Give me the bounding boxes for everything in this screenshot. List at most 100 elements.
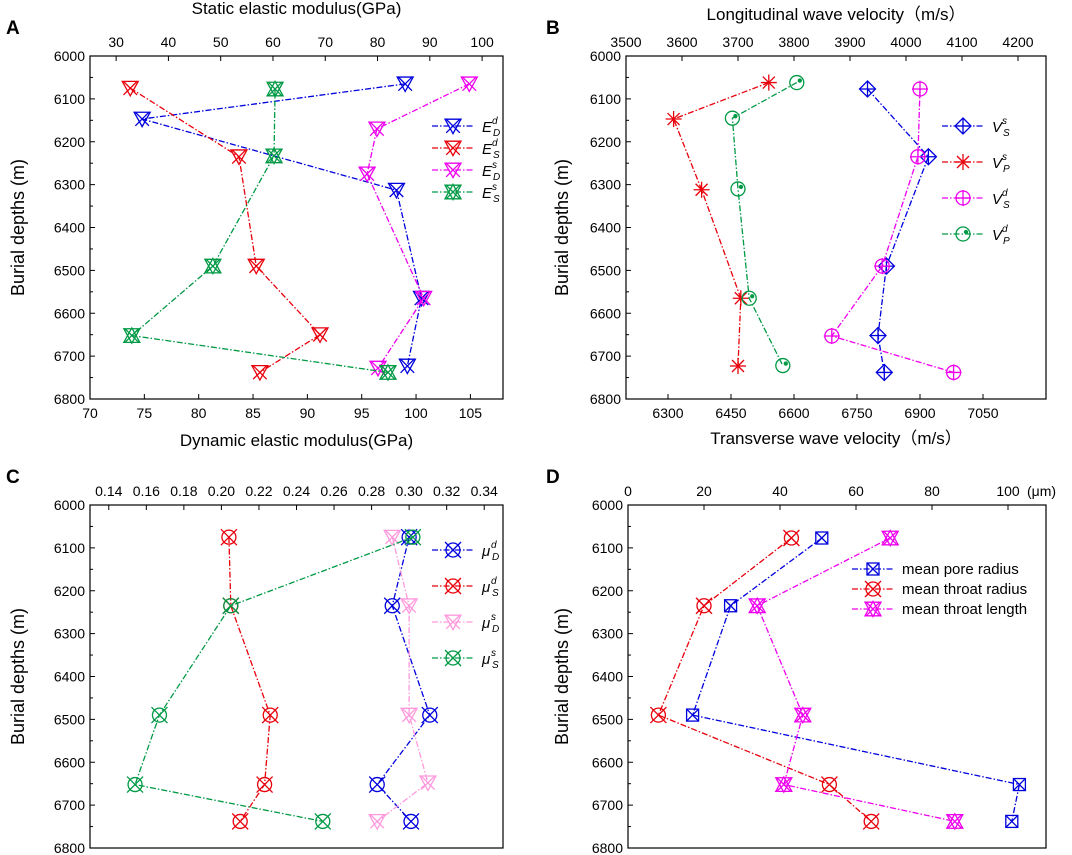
- x-top-tick-label: 0.32: [433, 483, 460, 499]
- x-top-tick-label: 4000: [890, 34, 921, 50]
- data-point: [782, 529, 800, 547]
- y-tick-label: 6200: [590, 134, 621, 150]
- legend-label: mean throat length: [902, 601, 1027, 618]
- legend-marker: [955, 226, 971, 242]
- legend-marker: [443, 162, 463, 179]
- legend-marker: [863, 600, 883, 618]
- data-point: [789, 74, 805, 91]
- data-point: [858, 80, 877, 98]
- data-point: [121, 80, 140, 98]
- x-top-tick-label: 50: [213, 34, 229, 50]
- x-top-tick-label: 3800: [778, 34, 809, 50]
- data-point: [760, 74, 777, 91]
- y-axis-title: Burial depths (m): [8, 608, 28, 745]
- x-top-tick-label: 60: [848, 483, 864, 499]
- x-top-tick-label: 3600: [666, 34, 697, 50]
- y-tick-label: 6400: [592, 669, 623, 685]
- x-top-tick-label: 0.20: [208, 483, 235, 499]
- y-tick-label: 6000: [590, 48, 621, 64]
- x-top-tick-label: 0.18: [170, 483, 197, 499]
- legend-subscript: S: [493, 150, 500, 161]
- legend-symbol: μ: [481, 651, 490, 668]
- x-bottom-tick-label: 6600: [778, 405, 809, 421]
- legend-marker: [866, 562, 880, 576]
- x-top-tick-label: 3900: [834, 34, 865, 50]
- y-tick-label: 6100: [54, 540, 85, 556]
- legend-symbol: E: [482, 119, 493, 136]
- data-point: [126, 776, 144, 794]
- series-0: [685, 531, 1027, 829]
- data-point: [150, 706, 168, 724]
- x-bottom-tick-label: 6300: [652, 405, 683, 421]
- data-point: [387, 182, 406, 200]
- legend-marker: [955, 190, 971, 206]
- legend-symbol: V: [992, 155, 1004, 172]
- x-top-tick-label: 70: [317, 34, 333, 50]
- data-point: [383, 597, 401, 615]
- legend-subscript: S: [492, 588, 499, 599]
- data-point: [383, 529, 402, 547]
- y-tick-label: 6300: [54, 177, 85, 193]
- data-point: [122, 326, 141, 345]
- legend-superscript: d: [492, 138, 498, 149]
- data-point: [775, 357, 791, 374]
- data-point: [793, 706, 812, 725]
- data-point: [912, 81, 928, 98]
- legend: mean pore radius mean throat radius mean t…: [852, 561, 1027, 618]
- data-point: [358, 166, 377, 183]
- x-bottom-tick-label: 80: [191, 405, 207, 421]
- panel-label: B: [546, 18, 560, 39]
- y-axis-title: Burial depths (m): [552, 159, 572, 296]
- y-tick-label: 6100: [590, 91, 621, 107]
- y-tick-label: 6500: [54, 262, 85, 278]
- legend-superscript: s: [491, 612, 496, 623]
- legend: μ dDμ dSμ sDμ sS: [432, 540, 499, 671]
- data-point: [685, 708, 700, 722]
- y-tick-label: 6200: [54, 134, 85, 150]
- legend-label: mean pore radius: [902, 561, 1019, 578]
- series-1: [665, 74, 777, 374]
- legend-marker: [955, 154, 971, 170]
- data-point: [261, 706, 279, 724]
- x-bottom-tick-label: 6450: [715, 405, 746, 421]
- data-point: [222, 597, 240, 615]
- series-line: [129, 87, 322, 373]
- legend-superscript: s: [492, 182, 497, 193]
- data-point: [815, 531, 829, 545]
- legend-symbol: E: [482, 163, 493, 180]
- legend-superscript: d: [1002, 224, 1008, 235]
- legend-superscript: d: [492, 116, 498, 127]
- series-1: [649, 529, 880, 830]
- y-tick-label: 6300: [590, 177, 621, 193]
- data-point: [398, 358, 417, 375]
- legend-symbol: μ: [481, 579, 490, 596]
- x-bottom-tick-label: 7050: [967, 405, 998, 421]
- data-point: [748, 596, 767, 615]
- data-point: [133, 111, 152, 128]
- data-point: [869, 326, 887, 345]
- data-point: [695, 597, 713, 615]
- data-point: [1012, 777, 1027, 792]
- legend-symbol: E: [482, 185, 493, 202]
- panel-a: A 6000 6100 6200 6300 6400 6500 6600 6700 6800 Bur…: [6, 0, 504, 450]
- panel-d: D 6000 6100 6200 6300 6400 6500 6600 6700 6800 Bur…: [546, 467, 1056, 855]
- legend-subscript: S: [1003, 128, 1010, 139]
- x-top-tick-label: 3700: [722, 34, 753, 50]
- y-tick-label: 6400: [54, 220, 85, 236]
- x-top-tick-label: 0.28: [358, 483, 385, 499]
- legend-marker: [443, 183, 463, 201]
- data-point: [400, 528, 418, 546]
- series-line: [731, 82, 798, 366]
- y-tick-label: 6500: [592, 711, 623, 727]
- data-point: [732, 290, 749, 307]
- data-point: [414, 290, 433, 308]
- panel-b: B 6000 6100 6200 6300 6400 6500 6600 6700 6800 Bur…: [546, 5, 1047, 448]
- legend-subscript: S: [493, 194, 500, 205]
- data-point: [368, 813, 387, 831]
- data-point: [741, 290, 757, 306]
- data-point: [724, 110, 741, 126]
